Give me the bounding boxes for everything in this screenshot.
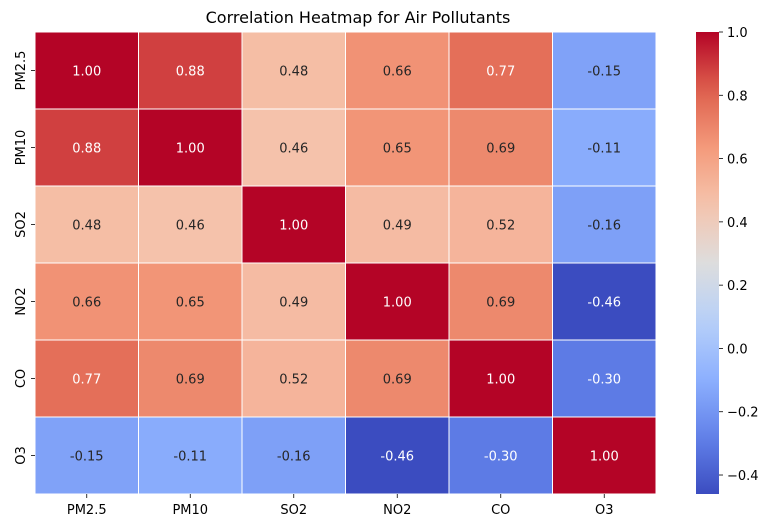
cell-value-label: 0.52 xyxy=(486,219,515,234)
colorbar: −0.4 −0.2 0.0 0.2 0.4 0.6 0.8 1.0 xyxy=(696,26,759,494)
heatmap-cell-CO-CO xyxy=(448,339,553,418)
heatmap-cell-O3-CO xyxy=(448,416,553,495)
colorbar-gradient xyxy=(696,32,719,494)
cell-value-label: 0.48 xyxy=(279,65,308,80)
heatmap-cell-CO-O3 xyxy=(552,339,657,418)
cell-value-label: 0.65 xyxy=(383,142,412,157)
heatmap-cell-NO2-PM2.5 xyxy=(34,262,139,341)
cell-value-label: 1.00 xyxy=(383,296,412,311)
heatmap-cell-PM10-PM10 xyxy=(138,108,243,187)
heatmap-cell-SO2-PM2.5 xyxy=(34,185,139,264)
colorbar-tick-label: 0.6 xyxy=(727,153,748,168)
y-tick-label: CO xyxy=(14,369,29,388)
heatmap-cell-PM2.5-PM10 xyxy=(138,31,243,110)
cell-value-label: 1.00 xyxy=(279,219,308,234)
colorbar-tick-label: 0.4 xyxy=(727,216,748,231)
cell-value-label: 1.00 xyxy=(590,450,619,465)
heatmap-cell-SO2-NO2 xyxy=(345,185,450,264)
cell-value-label: 0.52 xyxy=(279,373,308,388)
colorbar-tick-label: −0.4 xyxy=(727,469,759,484)
heatmap-cell-O3-PM2.5 xyxy=(34,416,139,495)
cell-value-label: -0.30 xyxy=(587,373,621,388)
cell-value-label: 0.46 xyxy=(279,142,308,157)
heatmap-cell-O3-O3 xyxy=(552,416,657,495)
cell-value-label: 1.00 xyxy=(72,65,101,80)
cell-value-label: 0.46 xyxy=(176,219,205,234)
cell-value-label: 0.49 xyxy=(383,219,412,234)
y-tick-label: O3 xyxy=(14,446,29,465)
y-tick-label: PM10 xyxy=(14,130,29,166)
heatmap-cell-PM10-O3 xyxy=(552,108,657,187)
y-tick-label: NO2 xyxy=(14,287,29,315)
cell-value-label: -0.46 xyxy=(587,296,621,311)
heatmap-cell-PM2.5-CO xyxy=(448,31,553,110)
cell-value-label: 0.88 xyxy=(72,142,101,157)
x-axis: PM2.5 PM10 SO2 NO2 CO O3 xyxy=(67,494,614,518)
heatmap-cell-PM10-NO2 xyxy=(345,108,450,187)
heatmap-cell-SO2-O3 xyxy=(552,185,657,264)
heatmap-cell-SO2-SO2 xyxy=(241,185,346,264)
cell-value-label: 0.77 xyxy=(486,65,515,80)
heatmap-cells xyxy=(34,31,657,495)
cell-value-label: -0.16 xyxy=(587,219,621,234)
cell-value-label: -0.15 xyxy=(587,65,621,80)
cell-value-label: -0.30 xyxy=(484,450,518,465)
colorbar-tick-label: 0.2 xyxy=(727,279,748,294)
cell-value-label: 0.66 xyxy=(72,296,101,311)
heatmap-cell-NO2-PM10 xyxy=(138,262,243,341)
heatmap-cell-CO-NO2 xyxy=(345,339,450,418)
chart-title: Correlation Heatmap for Air Pollutants xyxy=(206,8,511,27)
colorbar-tick-label: 0.0 xyxy=(727,342,748,357)
heatmap-cell-NO2-NO2 xyxy=(345,262,450,341)
cell-value-label: 0.69 xyxy=(176,373,205,388)
cell-value-label: 0.69 xyxy=(486,142,515,157)
cell-value-label: -0.15 xyxy=(70,450,104,465)
heatmap-cell-labels: 1.00 0.88 0.48 0.66 0.77 -0.15 0.88 1.00 0.46 0.6… xyxy=(70,65,621,465)
cell-value-label: -0.46 xyxy=(380,450,414,465)
cell-value-label: 0.49 xyxy=(279,296,308,311)
x-tick-label: PM10 xyxy=(172,503,208,518)
x-tick-label: CO xyxy=(491,503,510,518)
cell-value-label: 0.65 xyxy=(176,296,205,311)
cell-value-label: 0.66 xyxy=(383,65,412,80)
cell-value-label: 0.77 xyxy=(72,373,101,388)
heatmap-cell-SO2-PM10 xyxy=(138,185,243,264)
heatmap-cell-SO2-CO xyxy=(448,185,553,264)
heatmap-cell-PM2.5-SO2 xyxy=(241,31,346,110)
colorbar-tick-label: 1.0 xyxy=(727,26,748,41)
x-tick-label: NO2 xyxy=(383,503,411,518)
colorbar-tick-label: 0.8 xyxy=(727,89,748,104)
y-axis: PM2.5 PM10 SO2 NO2 CO O3 xyxy=(14,51,35,465)
heatmap-cell-PM2.5-O3 xyxy=(552,31,657,110)
heatmap-cell-PM2.5-NO2 xyxy=(345,31,450,110)
heatmap-cell-CO-PM2.5 xyxy=(34,339,139,418)
cell-value-label: -0.11 xyxy=(587,142,621,157)
x-tick-label: O3 xyxy=(595,503,614,518)
heatmap-cell-NO2-O3 xyxy=(552,262,657,341)
x-tick-label: PM2.5 xyxy=(67,503,107,518)
cell-value-label: 0.48 xyxy=(72,219,101,234)
cell-value-label: -0.11 xyxy=(173,450,207,465)
cell-value-label: 0.69 xyxy=(383,373,412,388)
cell-value-label: 1.00 xyxy=(176,142,205,157)
y-tick-label: PM2.5 xyxy=(14,51,29,91)
heatmap-cell-NO2-SO2 xyxy=(241,262,346,341)
cell-value-label: 0.69 xyxy=(486,296,515,311)
heatmap-cell-NO2-CO xyxy=(448,262,553,341)
colorbar-tick-label: −0.2 xyxy=(727,406,759,421)
heatmap-cell-PM2.5-PM2.5 xyxy=(34,31,139,110)
cell-value-label: 0.88 xyxy=(176,65,205,80)
x-tick-label: SO2 xyxy=(280,503,307,518)
heatmap-cell-CO-SO2 xyxy=(241,339,346,418)
cell-value-label: 1.00 xyxy=(486,373,515,388)
y-tick-label: SO2 xyxy=(14,211,29,238)
cell-value-label: -0.16 xyxy=(277,450,311,465)
